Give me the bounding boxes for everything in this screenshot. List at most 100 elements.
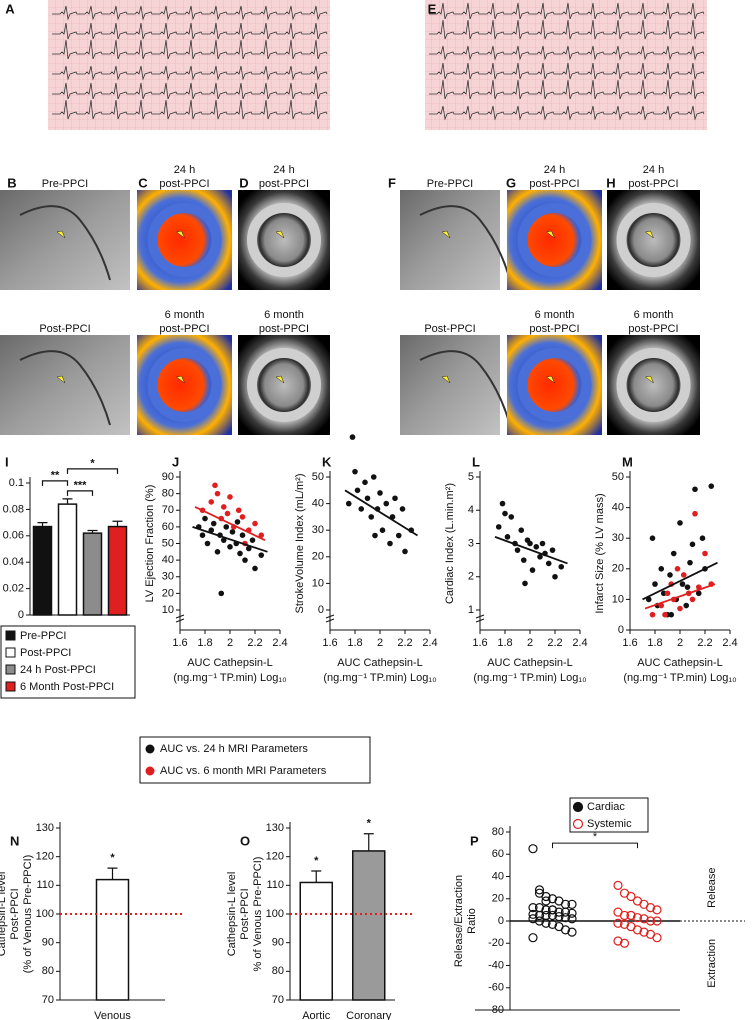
panel-letter: O bbox=[240, 833, 250, 848]
y-tick-label: 1 bbox=[468, 604, 474, 616]
legend-box bbox=[569, 797, 649, 833]
scatter-point bbox=[258, 532, 265, 538]
dot bbox=[645, 916, 656, 926]
y-axis-label: Cathepsin-L level bbox=[226, 872, 238, 957]
dot bbox=[619, 938, 630, 948]
image-caption: post-PPCI bbox=[628, 323, 678, 335]
bar bbox=[57, 503, 78, 616]
scatter-point bbox=[239, 532, 246, 538]
x-tick-label: 1.6 bbox=[322, 637, 337, 649]
scatter-point bbox=[379, 527, 386, 533]
arrow bbox=[644, 375, 655, 384]
x-axis-label: AUC Cathepsin-L bbox=[187, 657, 273, 669]
y-tick-label: 20 bbox=[162, 587, 174, 599]
legend-marker bbox=[572, 801, 584, 813]
image-caption: post-PPCI bbox=[159, 178, 209, 190]
scatter-point bbox=[245, 545, 252, 552]
dot bbox=[541, 905, 551, 915]
image-caption: 6 month bbox=[264, 309, 304, 321]
y-tick-label: 80 bbox=[492, 826, 504, 838]
dot bbox=[560, 913, 571, 923]
y-tick-label: 80 bbox=[272, 965, 284, 977]
x-tick-label: Venous bbox=[94, 1010, 131, 1020]
regression-line bbox=[644, 583, 716, 610]
x-tick-label: 2 bbox=[377, 637, 383, 649]
ecg-image bbox=[48, 0, 330, 130]
scatter-point bbox=[504, 534, 511, 540]
legend-label: Pre-PPCI bbox=[20, 630, 66, 642]
panel-letter: B bbox=[7, 175, 16, 190]
arrow bbox=[56, 230, 66, 239]
dot bbox=[632, 913, 643, 923]
y-tick-label: 100 bbox=[266, 908, 284, 920]
dot bbox=[528, 909, 538, 919]
significance-bracket bbox=[41, 480, 69, 486]
scatter-point bbox=[370, 474, 377, 480]
dot bbox=[645, 903, 656, 913]
scatter-point bbox=[352, 468, 358, 475]
image-caption: 24 h bbox=[544, 164, 565, 176]
y-axis-label: Cardiac Index (L.min.m²) bbox=[444, 483, 456, 604]
y-tick-label: 50 bbox=[612, 471, 624, 483]
scatter-point bbox=[237, 550, 243, 557]
scatter-point bbox=[689, 596, 696, 603]
vessel bbox=[19, 350, 111, 426]
ecg-trace bbox=[52, 99, 328, 120]
image-caption: post-PPCI bbox=[259, 323, 309, 335]
image-caption: post-PPCI bbox=[529, 178, 579, 190]
dot bbox=[613, 918, 623, 928]
y-tick-label: 80 bbox=[42, 965, 54, 977]
x-axis-label: (ng.mg⁻¹ TP.min) Log₁₀ bbox=[323, 672, 436, 684]
error-bar bbox=[311, 870, 322, 883]
image-caption: 24 h bbox=[273, 164, 294, 176]
y-tick-label: 20 bbox=[492, 893, 504, 905]
y-tick-label: 70 bbox=[272, 994, 284, 1006]
legend-marker bbox=[572, 818, 584, 830]
myocardium-ring bbox=[616, 203, 691, 277]
legend-box bbox=[139, 736, 371, 784]
scatter-point bbox=[252, 565, 258, 572]
scatter-point bbox=[218, 590, 225, 597]
panel-letter: N bbox=[10, 833, 19, 848]
dot bbox=[567, 914, 577, 924]
image-caption: post-PPCI bbox=[529, 323, 579, 335]
ecg-image bbox=[425, 0, 707, 130]
legend-swatch bbox=[5, 630, 16, 641]
myocardium-ring bbox=[247, 348, 321, 422]
scatter-point bbox=[520, 557, 527, 563]
error-bar bbox=[37, 522, 48, 527]
regression-line bbox=[192, 526, 268, 553]
y-axis-label: Post-PPCI bbox=[239, 888, 251, 939]
dot bbox=[560, 925, 571, 935]
scatter-point bbox=[399, 506, 406, 512]
scatter-point bbox=[652, 581, 658, 587]
dot bbox=[619, 919, 630, 929]
y-axis-label: % of Venous Pre-PPCI) bbox=[252, 857, 264, 972]
arrow bbox=[275, 230, 285, 239]
scatter-point bbox=[239, 514, 246, 520]
scatter-point bbox=[499, 500, 506, 507]
dot bbox=[626, 891, 636, 902]
dot bbox=[639, 914, 649, 924]
x-tick-label: 2.4 bbox=[272, 637, 287, 649]
x-tick-label: 2 bbox=[527, 637, 533, 649]
panel-letter: H bbox=[606, 175, 615, 190]
x-tick-label: 2 bbox=[227, 637, 233, 649]
scatter-point bbox=[522, 580, 528, 587]
legend-label: Cardiac bbox=[587, 801, 625, 813]
dot bbox=[547, 894, 558, 904]
y-tick-label: 50 bbox=[312, 471, 324, 483]
ecg-trace bbox=[52, 65, 328, 81]
myocardium-ring bbox=[517, 203, 592, 277]
x-axis-label: (ng.mg⁻¹ TP.min) Log₁₀ bbox=[473, 672, 586, 684]
panel-letter: L bbox=[472, 454, 480, 469]
scatter-point bbox=[229, 529, 236, 535]
y-tick-label: 20 bbox=[312, 551, 324, 563]
dot bbox=[652, 933, 662, 943]
image-caption: post-PPCI bbox=[259, 178, 309, 190]
legend-marker bbox=[145, 744, 155, 754]
y-tick-label: 10 bbox=[612, 593, 624, 605]
myocardium-ring bbox=[517, 348, 592, 422]
y-tick-label: 90 bbox=[42, 937, 54, 949]
